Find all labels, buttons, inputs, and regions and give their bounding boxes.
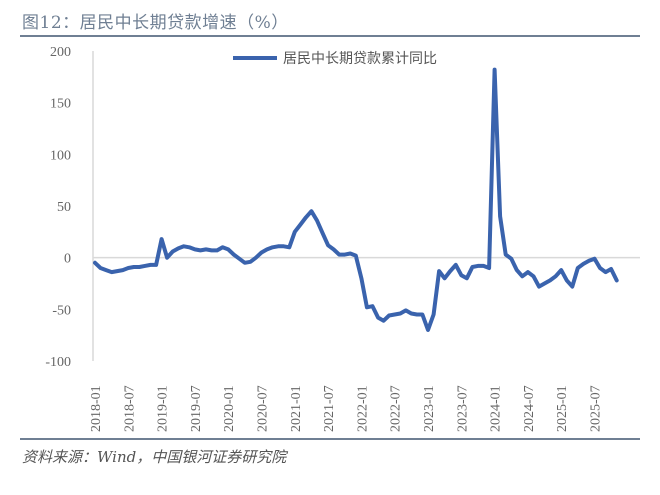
series-line [93,67,619,332]
legend-label: 居民中长期贷款累计同比 [283,51,437,67]
source-note: 资料来源：Wind，中国银河证券研究院 [22,448,287,466]
chart-title: 图12：居民中长期贷款增速（%） [22,13,289,33]
x-axis: 2018-01 2018-07 2019-01 2019-07 2020-01 2020-… [89,385,604,432]
x-tick-label: 2022-07 [389,385,404,432]
y-tick-label: -100 [45,355,71,370]
x-tick-label: 2020-07 [256,385,271,432]
y-tick-label: 100 [50,148,71,163]
x-tick-label: 2019-01 [156,385,171,432]
x-tick-label: 2024-01 [489,385,504,432]
legend: 居民中长期贷款累计同比 [233,51,437,67]
y-axis: 200 150 100 50 0 -50 -100 [45,45,71,370]
y-tick-label: 50 [57,200,71,215]
x-tick-label: 2018-01 [89,385,104,432]
x-tick-label: 2024-07 [522,385,537,432]
x-tick-label: 2021-07 [322,385,337,432]
y-tick-label: -50 [52,303,71,318]
x-tick-label: 2018-07 [122,385,137,432]
top-rule [20,35,640,37]
y-tick-label: 0 [64,252,71,267]
x-tick-label: 2023-01 [422,385,437,432]
x-tick-label: 2025-01 [555,385,570,432]
x-tick-label: 2023-07 [455,385,470,432]
y-tick-label: 150 [50,97,71,112]
bottom-rule [20,438,640,440]
x-tick-label: 2021-01 [289,385,304,432]
x-tick-label: 2025-07 [589,385,604,432]
y-tick-label: 200 [50,45,71,60]
x-tick-label: 2020-01 [222,385,237,432]
x-tick-label: 2019-07 [189,385,204,432]
x-tick-label: 2022-01 [355,385,370,432]
